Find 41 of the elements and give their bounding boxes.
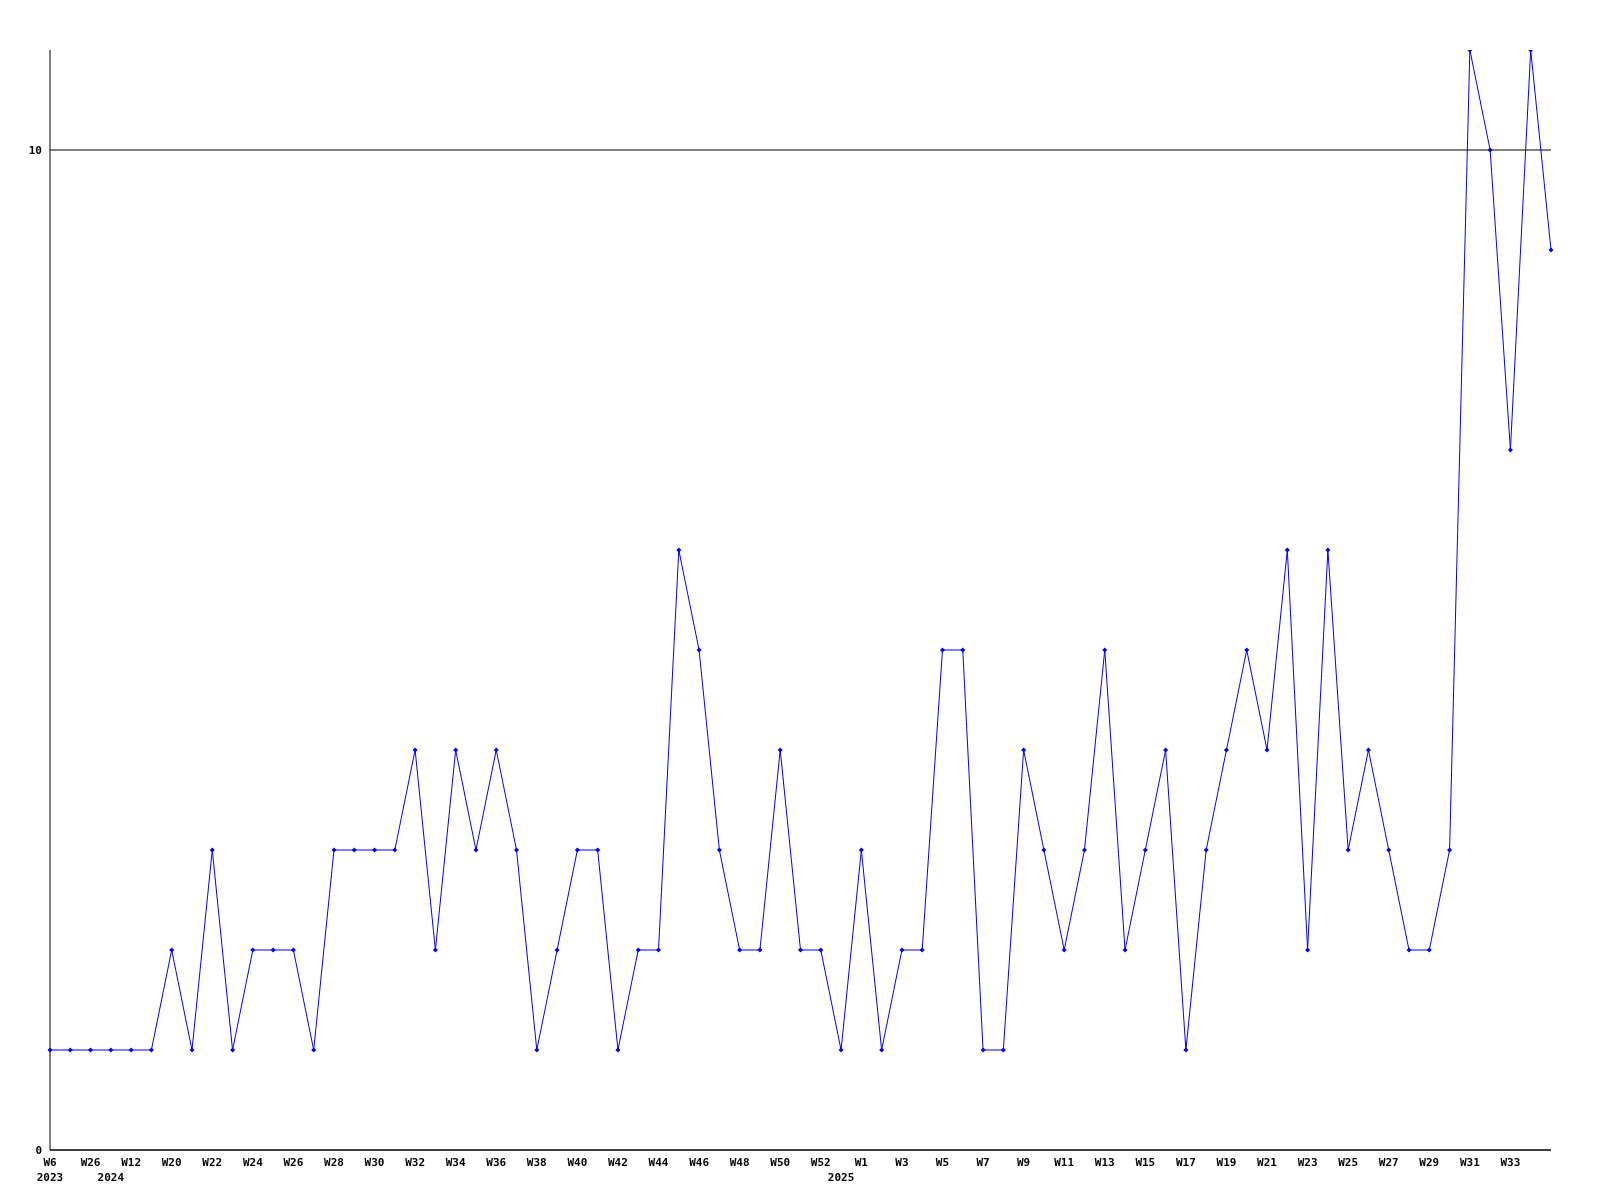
x-tick-label: W11 (1054, 1156, 1075, 1169)
x-tick-label: W26 (283, 1156, 304, 1169)
x-tick-label: W33 (1500, 1156, 1521, 1169)
x-tick-label: W36 (486, 1156, 507, 1169)
x-tick-label: W9 (1017, 1156, 1031, 1169)
x-tick-label: W42 (608, 1156, 628, 1169)
x-tick-label: W21 (1257, 1156, 1278, 1169)
x-tick-label: W32 (405, 1156, 426, 1169)
x-tick-label: W34 (445, 1156, 466, 1169)
x-tick-label: W25 (1338, 1156, 1359, 1169)
x-tick-label: W3 (895, 1156, 909, 1169)
x-tick-label: W26 (80, 1156, 101, 1169)
x-tick-label: W6 2023 (36, 1156, 64, 1184)
x-tick-label: W31 (1459, 1156, 1481, 1169)
x-tick-label: W23 (1297, 1156, 1318, 1169)
x-tick-label: W15 (1135, 1156, 1156, 1169)
x-tick-label: 2024 (97, 1171, 125, 1184)
x-tick-label: W22 (202, 1156, 223, 1169)
x-tick-label: W29 (1419, 1156, 1440, 1169)
x-tick-label: W30 (364, 1156, 385, 1169)
x-tick-label: W28 (324, 1156, 344, 1169)
x-tick-label: W27 (1378, 1156, 1399, 1169)
x-tick-label: W13 (1094, 1156, 1115, 1169)
x-tick-label: W17 (1175, 1156, 1196, 1169)
x-tick-label: W19 (1216, 1156, 1237, 1169)
x-tick-label: W7 (976, 1156, 990, 1169)
x-tick-label: 2025 (827, 1171, 855, 1184)
x-tick-label: W46 (689, 1156, 710, 1169)
x-tick-label: W20 (161, 1156, 182, 1169)
x-tick-label: W1 (854, 1156, 869, 1169)
x-tick-label: W50 (770, 1156, 791, 1169)
y-tick-label: 10 (28, 143, 42, 157)
x-tick-label: W38 (526, 1156, 547, 1169)
x-tick-label: W44 (648, 1156, 669, 1169)
x-tick-label: W24 (242, 1156, 264, 1169)
y-tick-label: 0 (35, 1143, 42, 1157)
x-tick-label: W40 (567, 1156, 588, 1169)
x-tick-label: W52 (810, 1156, 831, 1169)
x-tick-label: W12 (121, 1156, 142, 1169)
x-tick-label: W5 (935, 1156, 950, 1169)
x-tick-label: W48 (729, 1156, 750, 1169)
